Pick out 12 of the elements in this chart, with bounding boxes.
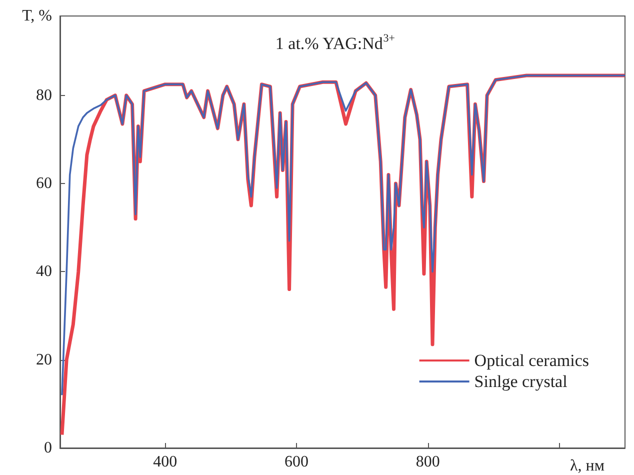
x-axis-title: λ, нм — [570, 458, 604, 474]
legend-label: Optical ceramics — [474, 351, 590, 370]
y-tick-label: 0 — [44, 440, 52, 456]
x-tick-label: 400 — [153, 454, 178, 470]
y-tick-label: 20 — [36, 351, 52, 368]
y-tick-label: 40 — [36, 263, 52, 280]
legend-label: Sinlge crystal — [474, 372, 568, 391]
y-axis-title: T, % — [22, 8, 52, 24]
x-tick-label: 800 — [416, 454, 440, 470]
y-tick-label: 60 — [36, 175, 52, 192]
y-tick-label: 80 — [36, 86, 52, 104]
x-tick-label: 600 — [284, 454, 309, 470]
